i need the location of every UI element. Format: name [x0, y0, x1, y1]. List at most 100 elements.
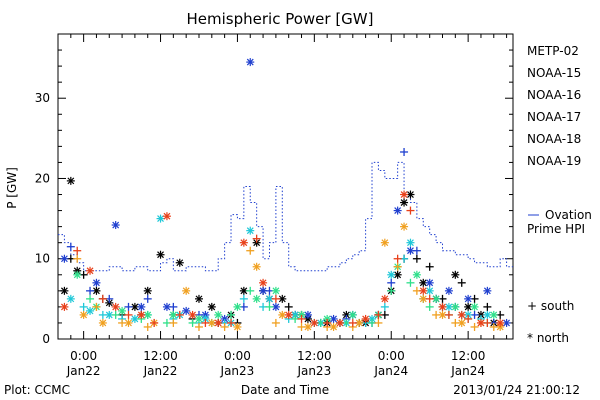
y-tick-label: 0: [42, 332, 50, 346]
north-point: [265, 294, 274, 303]
south-point: [194, 322, 203, 331]
south-point: [175, 310, 184, 319]
x-tick-date-label: Jan22: [66, 364, 101, 378]
south-point: [73, 246, 82, 255]
north-point: [393, 206, 402, 215]
north-point: [406, 246, 415, 255]
north-point: [73, 270, 82, 279]
y-tick-label: 30: [35, 91, 50, 105]
legend-entry: NOAA-18: [527, 132, 581, 146]
north-point: [86, 266, 95, 275]
north-point: [143, 286, 152, 295]
x-tick-time-label: 12:00: [297, 349, 332, 363]
chart-title: Hemispheric Power [GW]: [187, 10, 374, 28]
legend-entry: NOAA-17: [527, 110, 581, 124]
south-point: [464, 314, 473, 323]
north-point: [182, 286, 191, 295]
x-tick-time-label: 0:00: [378, 349, 405, 363]
south-point: [92, 302, 101, 311]
north-point: [214, 318, 223, 327]
north-point: [207, 302, 216, 311]
south-point: [220, 322, 229, 331]
north-point: [483, 310, 492, 319]
south-point: [124, 302, 133, 311]
north-point: [476, 318, 485, 327]
south-point: [227, 318, 236, 327]
x-tick-date-label: Jan23: [220, 364, 255, 378]
y-tick-label: 20: [35, 171, 50, 185]
x-tick-date-label: Jan24: [373, 364, 408, 378]
south-point: [374, 310, 383, 319]
north-point: [348, 310, 357, 319]
south-point: [400, 147, 409, 156]
south-point: [98, 294, 107, 303]
north-point: [451, 302, 460, 311]
south-point: [271, 318, 280, 327]
south-point: [86, 286, 95, 295]
north-point: [400, 222, 409, 231]
south-point: [252, 234, 261, 243]
south-point: [323, 318, 332, 327]
ovation-prime-hpi-line: [58, 161, 513, 272]
south-point: [188, 318, 197, 327]
north-point: [259, 286, 268, 295]
south-point: [111, 310, 120, 319]
north-point: [233, 322, 242, 331]
north-point: [271, 286, 280, 295]
north-point: [406, 238, 415, 247]
north-point: [252, 238, 261, 247]
y-tick-label: 10: [35, 252, 50, 266]
south-point: [86, 294, 95, 303]
north-point: [387, 270, 396, 279]
north-point: [239, 238, 248, 247]
north-point: [284, 310, 293, 319]
north-point: [194, 314, 203, 323]
north-point: [98, 318, 107, 327]
y-axis-label: P [GW]: [5, 167, 19, 209]
south-point: [412, 254, 421, 263]
north-point: [303, 322, 312, 331]
south-point: [470, 322, 479, 331]
south-point: [444, 310, 453, 319]
south-point: [201, 318, 210, 327]
south-point: [169, 318, 178, 327]
north-point: [464, 294, 473, 303]
south-point: [297, 314, 306, 323]
ovation-legend-line2: Prime HPI: [527, 222, 585, 236]
north-point: [438, 302, 447, 311]
south-point: [227, 310, 236, 319]
south-point: [265, 302, 274, 311]
x-tick-time-label: 0:00: [224, 349, 251, 363]
north-point: [137, 310, 146, 319]
ovation-line: [58, 161, 513, 272]
north-point: [464, 302, 473, 311]
north-point: [457, 310, 466, 319]
south-point: [425, 302, 434, 311]
legend-entry: NOAA-15: [527, 66, 581, 80]
north-point: [310, 318, 319, 327]
south-point: [239, 294, 248, 303]
south-point: [393, 254, 402, 263]
south-point: [348, 318, 357, 327]
x-tick-date-label: Jan22: [143, 364, 178, 378]
north-point: [335, 318, 344, 327]
north-point: [60, 302, 69, 311]
x-axis-label: Date and Time: [241, 383, 329, 397]
north-point: [400, 190, 409, 199]
north-point: [451, 270, 460, 279]
marker-legend-entry: + south: [527, 299, 574, 313]
plot-credit: Plot: CCMC: [4, 383, 70, 397]
north-point: [425, 286, 434, 295]
south-point: [387, 278, 396, 287]
north-point: [124, 318, 133, 327]
x-tick-time-label: 12:00: [143, 349, 178, 363]
north-point: [278, 294, 287, 303]
south-point: [406, 206, 415, 215]
north-point: [86, 306, 95, 315]
north-point: [246, 58, 255, 67]
x-tick-date-label: Jan24: [450, 364, 485, 378]
ovation-legend: Ovation Prime HPI: [527, 208, 592, 236]
legend: METP-02 NOAA-15 NOAA-16 NOAA-17 NOAA-18 NOAA-…: [527, 44, 581, 168]
north-point: [111, 302, 120, 311]
y-axis: 0 10 20 30: [35, 33, 513, 346]
